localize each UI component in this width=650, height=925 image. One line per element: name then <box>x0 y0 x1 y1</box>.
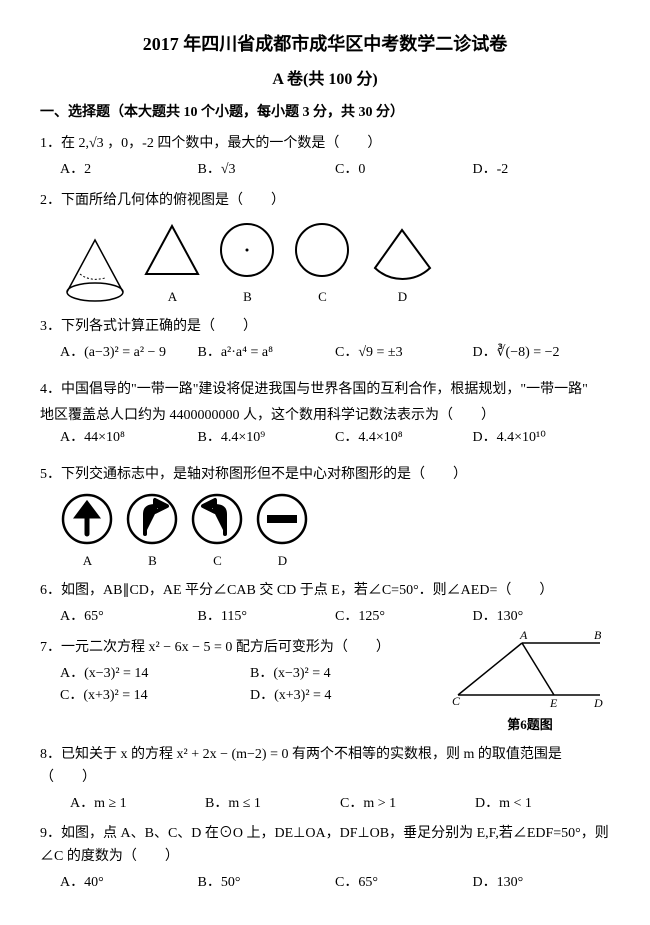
q8-opt-a: A．m ≥ 1 <box>70 793 205 815</box>
q9-stem: 9．如图，点 A、B、C、D 在⊙O 上，DE⊥OA，DF⊥OB，垂足分别为 E… <box>40 823 610 868</box>
q2-label-a: A <box>168 289 177 304</box>
q8-options: A．m ≥ 1 B．m ≤ 1 C．m > 1 D．m < 1 <box>40 793 610 815</box>
q5-opt-c: C <box>190 492 245 572</box>
q2-opt-c: C <box>290 218 355 308</box>
q4-opt-a: A．44×10⁸ <box>60 427 198 449</box>
q5-label-a: A <box>83 553 92 568</box>
svg-text:A: A <box>519 629 528 642</box>
q9-opt-d: D．130° <box>473 872 611 894</box>
q5-opt-b: B <box>125 492 180 572</box>
q6-stem: 6．如图，AB∥CD，AE 平分∠CAB 交 CD 于点 E，若∠C=50°．则… <box>40 580 610 602</box>
q2-opt-b: B <box>215 218 280 308</box>
q6-figure: A B C E D 第6题图 <box>450 629 610 737</box>
q3-options: A．(a−3)² = a² − 9 B．a²·a⁴ = a⁸ C．√9 = ±3… <box>40 342 610 364</box>
q1-opt-a: A．2 <box>60 159 198 181</box>
q2-label-d: D <box>398 289 407 304</box>
q5-opt-d: D <box>255 492 310 572</box>
q7-options-2: C．(x+3)² = 14 D．(x+3)² = 4 <box>40 685 440 707</box>
page-subtitle: A 卷(共 100 分) <box>40 67 610 93</box>
q9-opt-b: B．50° <box>198 872 336 894</box>
q1-opt-b: B．√3 <box>198 159 336 181</box>
section-head: 一、选择题（本大题共 10 个小题，每小题 3 分，共 30 分） <box>40 102 610 124</box>
q3-stem: 3．下列各式计算正确的是（ ） <box>40 316 610 338</box>
q2-figures: A B C D <box>40 218 610 308</box>
q8-opt-d: D．m < 1 <box>475 793 610 815</box>
q6-fig-label: 第6题图 <box>450 715 610 736</box>
q8-stem: 8．已知关于 x 的方程 x² + 2x − (m−2) = 0 有两个不相等的… <box>40 744 610 789</box>
q8-opt-c: C．m > 1 <box>340 793 475 815</box>
q3-opt-a: A．(a−3)² = a² − 9 <box>60 342 198 364</box>
q1-options: A．2 B．√3 C．0 D．-2 <box>40 159 610 181</box>
q2-opt-d: D <box>365 218 440 308</box>
q5-label-d: D <box>278 553 287 568</box>
q9-opt-c: C．65° <box>335 872 473 894</box>
q2-stem: 2．下面所给几何体的俯视图是（ ） <box>40 190 610 212</box>
q4-opt-b: B．4.4×10⁹ <box>198 427 336 449</box>
q7-opt-d: D．(x+3)² = 4 <box>250 685 440 707</box>
q7-stem: 7．一元二次方程 x² − 6x − 5 = 0 配方后可变形为（ ） <box>40 637 440 659</box>
q7-opt-a: A．(x−3)² = 14 <box>60 663 250 685</box>
q1-opt-d: D．-2 <box>473 159 611 181</box>
q3-opt-b: B．a²·a⁴ = a⁸ <box>198 342 336 364</box>
q2-label-b: B <box>243 289 252 304</box>
q6-opt-a: A．65° <box>60 606 198 628</box>
q5-figures: A B C D <box>40 492 610 572</box>
q4-opt-d: D．4.4×10¹⁰ <box>473 427 611 449</box>
svg-text:B: B <box>594 629 602 642</box>
q2-solid-icon <box>60 234 130 308</box>
page-title: 2017 年四川省成都市成华区中考数学二诊试卷 <box>40 30 610 59</box>
q2-opt-a: A <box>140 218 205 308</box>
q8-opt-b: B．m ≤ 1 <box>205 793 340 815</box>
q7-opt-b: B．(x−3)² = 4 <box>250 663 440 685</box>
q6-opt-b: B．115° <box>198 606 336 628</box>
svg-text:D: D <box>593 696 603 709</box>
q4-stem1: 4．中国倡导的"一带一路"建设将促进我国与世界各国的互利合作，根据规划，"一带一… <box>40 379 610 401</box>
q7-options-1: A．(x−3)² = 14 B．(x−3)² = 4 <box>40 663 440 685</box>
q9-options: A．40° B．50° C．65° D．130° <box>40 872 610 894</box>
q5-stem: 5．下列交通标志中，是轴对称图形但不是中心对称图形的是（ ） <box>40 464 610 486</box>
q4-options: A．44×10⁸ B．4.4×10⁹ C．4.4×10⁸ D．4.4×10¹⁰ <box>40 427 610 449</box>
q4-opt-c: C．4.4×10⁸ <box>335 427 473 449</box>
q5-label-c: C <box>213 553 222 568</box>
q2-label-c: C <box>318 289 327 304</box>
q3-opt-c: C．√9 = ±3 <box>335 342 473 364</box>
q1-stem: 1．在 2,√3 ，0，-2 四个数中，最大的一个数是（ ） <box>40 133 610 155</box>
q6-opt-d: D．130° <box>473 606 611 628</box>
q1-opt-c: C．0 <box>335 159 473 181</box>
q9-opt-a: A．40° <box>60 872 198 894</box>
q5-label-b: B <box>148 553 157 568</box>
q3-opt-d: D．∛(−8) = −2 <box>473 342 611 364</box>
q5-opt-a: A <box>60 492 115 572</box>
svg-text:C: C <box>452 694 461 708</box>
q4-stem2: 地区覆盖总人口约为 4400000000 人，这个数用科学记数法表示为（ ） <box>40 405 610 427</box>
q7-opt-c: C．(x+3)² = 14 <box>60 685 250 707</box>
q6-opt-c: C．125° <box>335 606 473 628</box>
svg-text:E: E <box>549 696 558 709</box>
q6-options: A．65° B．115° C．125° D．130° <box>40 606 610 628</box>
